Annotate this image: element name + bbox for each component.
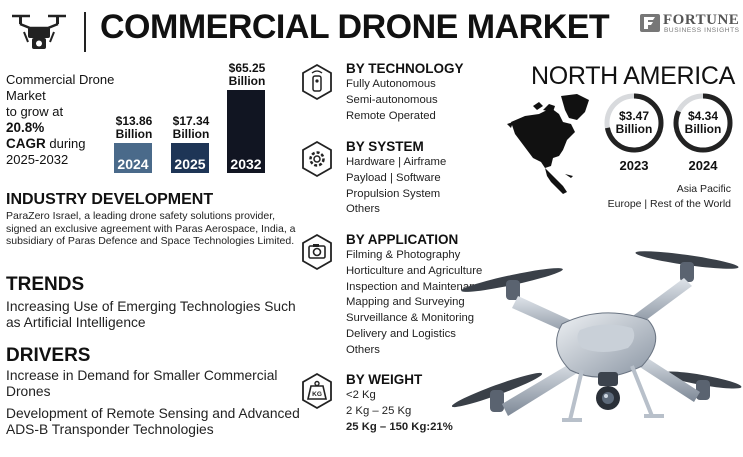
list-item: <2 Kg	[346, 389, 376, 401]
trends-heading: TRENDS	[6, 274, 85, 295]
by-weight-list: <2 Kg 2 Kg – 25 Kg 25 Kg – 150 Kg:21%	[346, 388, 453, 435]
region-asia-pacific: Asia Pacific	[676, 183, 731, 195]
bar-unit-label: Billion	[172, 127, 210, 141]
page-title: COMMERCIAL DRONE MARKET	[100, 8, 610, 46]
list-item: Inspection and Maintenance	[346, 280, 488, 293]
bar-value-label: $13.86	[115, 114, 153, 128]
by-weight-heading: BY WEIGHT	[346, 372, 423, 387]
ring-value-amount: $4.34	[687, 109, 719, 123]
by-application-list: Filming & Photography Horticulture and A…	[346, 248, 487, 359]
ring-value: $3.47 Billion	[603, 110, 665, 136]
ring-value-unit: Billion	[615, 122, 653, 136]
by-technology-heading: BY TECHNOLOGY	[346, 61, 464, 76]
ring-gauge-2024	[673, 93, 733, 153]
market-intro: Commercial Drone Market to grow at 20.8%…	[6, 72, 122, 168]
list-item: Propulsion System	[346, 187, 441, 200]
gear-icon	[302, 140, 332, 178]
list-item: Others	[346, 343, 380, 356]
list-item: Hardware | Airframe	[346, 156, 447, 168]
market-bar-2025: $17.34 Billion 2025	[171, 115, 211, 173]
remote-control-icon	[302, 63, 332, 101]
by-system-list: Hardware | Airframe Payload | Software P…	[346, 155, 446, 218]
ring-value: $4.34 Billion	[672, 110, 734, 136]
market-bar-2024: $13.86 Billion 2024	[114, 115, 154, 173]
ring-fill	[673, 93, 733, 153]
trends-text: Increasing Use of Emerging Technologies …	[6, 299, 296, 330]
list-item: Mapping and Surveying	[346, 296, 465, 309]
ring-value-amount: $3.47	[618, 109, 650, 123]
bar-value-label: $17.34	[172, 114, 210, 128]
drone-illustration	[452, 251, 742, 422]
intro-line: to grow at	[6, 104, 64, 119]
industry-heading: INDUSTRY DEVELOPMENT	[6, 191, 214, 208]
north-america-heading: NORTH AMERICA	[531, 62, 735, 90]
drivers-heading: DRIVERS	[6, 345, 91, 366]
list-item: Payload | Software	[346, 171, 441, 184]
bar-rect: 2032	[227, 90, 265, 173]
bar-year-label: 2032	[230, 156, 262, 172]
ring-value-unit: Billion	[684, 122, 722, 136]
ring-fill	[604, 93, 664, 153]
drivers-item: Increase in Demand for Smaller Commercia…	[6, 368, 278, 399]
brand-name: FORTUNE	[663, 12, 740, 28]
cagr-label: CAGR	[6, 136, 46, 151]
cagr-during: during	[49, 136, 86, 151]
drivers-item: Development of Remote Sensing and Advanc…	[6, 406, 300, 437]
intro-line: Market	[6, 88, 46, 103]
list-item: 2 Kg – 25 Kg	[346, 404, 412, 417]
bar-year-label: 2024	[117, 156, 149, 172]
by-application-heading: BY APPLICATION	[346, 232, 459, 247]
bar-rect: 2025	[171, 143, 209, 173]
camera-icon	[302, 233, 332, 271]
list-item: Delivery and Logistics	[346, 327, 456, 340]
list-item: Semi-autonomous	[346, 93, 438, 106]
cagr-value: 20.8%	[6, 120, 45, 135]
forecast-period: 2025-2032	[6, 152, 69, 167]
list-item: 25 Kg – 150 Kg:21%	[346, 420, 453, 433]
list-item: Fully Autonomous	[346, 78, 436, 90]
bar-year-label: 2025	[174, 156, 206, 172]
weight-icon-label: KG	[312, 391, 322, 398]
bar-value-label: $65.25	[228, 61, 266, 75]
ring-year: 2024	[688, 158, 718, 173]
north-america-map-icon	[507, 94, 589, 194]
weight-icon: KG	[302, 372, 332, 410]
market-bar-2032: $65.25 Billion 2032	[227, 62, 267, 173]
bar-unit-label: Billion	[115, 127, 153, 141]
list-item: Filming & Photography	[346, 249, 461, 261]
list-item: Horticulture and Agriculture	[346, 264, 483, 277]
list-item: Surveillance & Monitoring	[346, 312, 475, 325]
bar-rect: 2024	[114, 143, 152, 173]
list-item: Others	[346, 203, 380, 216]
ring-gauge-2023	[604, 93, 664, 153]
brand-logo: FORTUNE BUSINESS INSIGHTS	[640, 12, 740, 36]
title-divider	[84, 12, 86, 52]
ring-year: 2023	[619, 158, 649, 173]
by-system-heading: BY SYSTEM	[346, 139, 424, 154]
bar-unit-label: Billion	[228, 74, 266, 88]
list-item: Remote Operated	[346, 109, 436, 122]
by-technology-list: Fully Autonomous Semi-autonomous Remote …	[346, 77, 438, 124]
brand-tagline: BUSINESS INSIGHTS	[664, 27, 740, 34]
drone-logo-icon	[12, 14, 66, 49]
brand-mark-icon	[640, 14, 660, 32]
region-europe-row: Europe | Rest of the World	[607, 198, 731, 210]
industry-text: ParaZero Israel, a leading drone safety …	[6, 210, 296, 247]
intro-line: Commercial Drone	[6, 72, 115, 87]
